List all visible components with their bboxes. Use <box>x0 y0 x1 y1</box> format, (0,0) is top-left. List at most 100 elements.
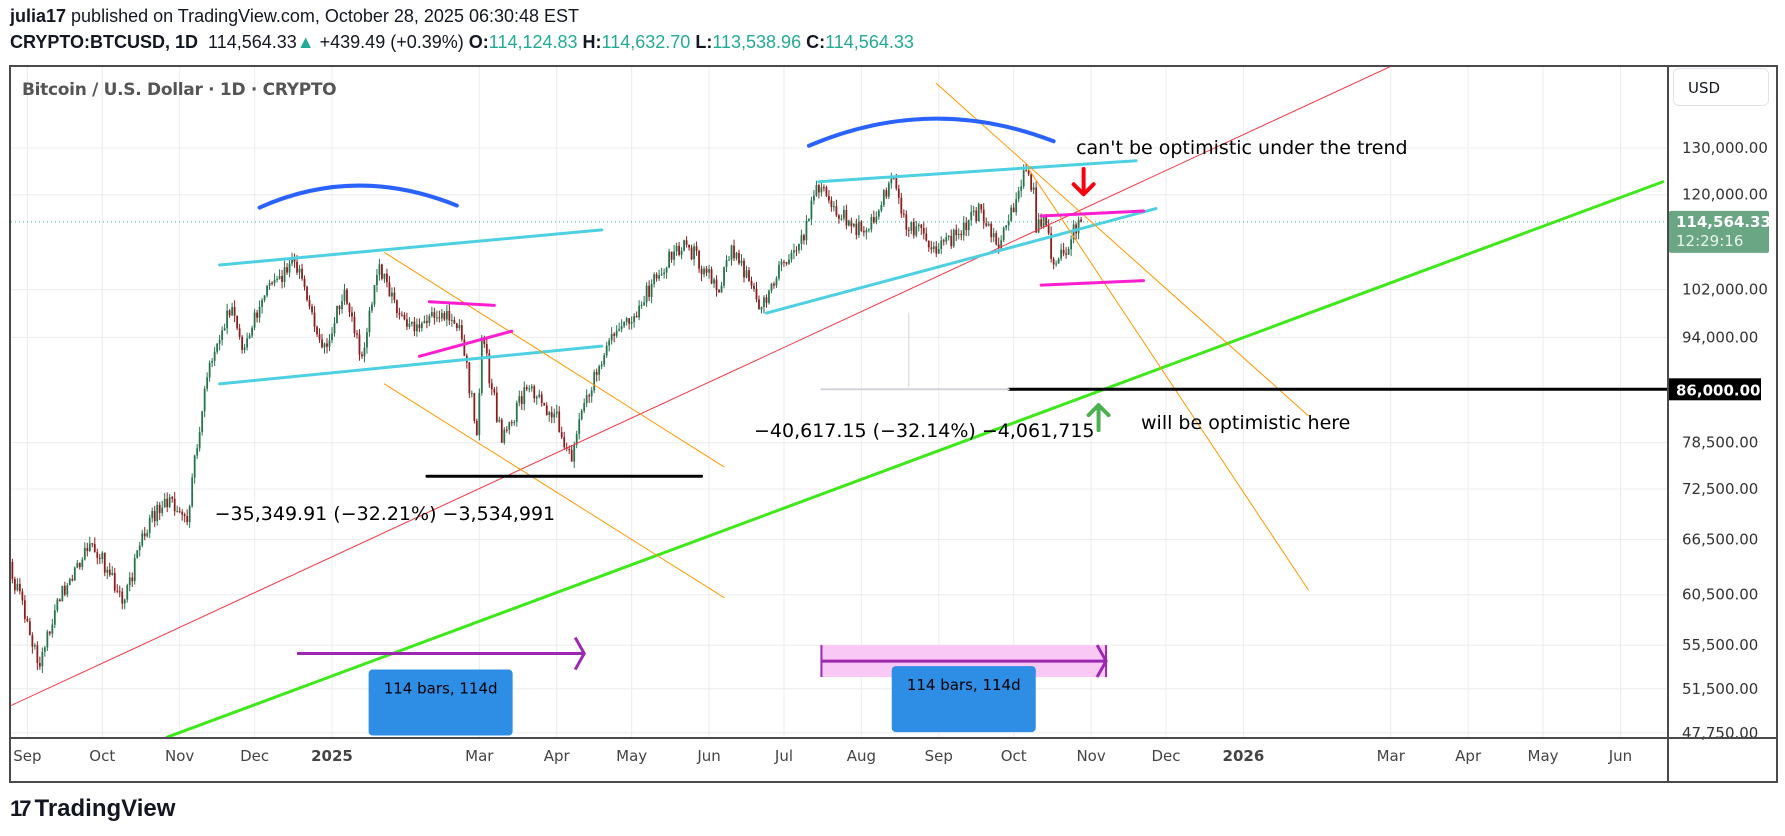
level-price-tag: 86,000.00 <box>1669 378 1761 401</box>
candle-body <box>698 250 700 269</box>
candle-body <box>643 302 646 306</box>
candle-body <box>453 320 456 324</box>
price-tick-label: 51,500.00 <box>1682 680 1758 698</box>
plot-area[interactable]: 114 bars, 114d 114 bars, 114d can't be opt… <box>9 66 1693 738</box>
magenta-right-top <box>1039 209 1146 218</box>
candle-body <box>361 354 363 357</box>
candle-body <box>902 213 905 215</box>
candle-body <box>768 290 770 303</box>
candle-body <box>213 351 216 361</box>
candle-body <box>705 268 708 273</box>
candle-body <box>763 297 765 308</box>
candle-body <box>406 319 408 327</box>
candle-body <box>1005 225 1008 228</box>
candle-body <box>346 289 348 304</box>
candle-body <box>123 599 126 604</box>
candle-body <box>820 187 823 193</box>
chart-legend: Bitcoin / U.S. Dollar · 1D · CRYPTO <box>22 80 337 100</box>
candle-body <box>1045 217 1048 226</box>
candle-body <box>828 195 830 201</box>
candle-body <box>458 325 461 329</box>
candle-body <box>306 286 308 301</box>
candle-body <box>503 429 506 443</box>
candle-body <box>558 411 561 433</box>
candle-body <box>960 233 963 236</box>
candle-body <box>1020 186 1023 191</box>
candle-body <box>840 218 843 220</box>
candle-body <box>278 276 281 279</box>
candle-body <box>425 321 428 323</box>
candle-body <box>273 279 276 284</box>
candle-body <box>143 533 146 537</box>
candle-body <box>675 245 678 252</box>
author-name[interactable]: julia17 <box>10 6 67 26</box>
candle-body <box>538 394 541 397</box>
candle-body <box>608 340 611 346</box>
currency-button[interactable]: USD <box>1673 68 1769 106</box>
candle-body <box>321 339 323 348</box>
candle-body <box>912 221 915 236</box>
red-trendline <box>11 67 1391 707</box>
candle-body <box>445 310 448 320</box>
time-tick-label: Apr <box>544 747 571 765</box>
candle-body <box>66 585 69 595</box>
candle-body <box>765 297 768 303</box>
candle-body <box>78 563 81 568</box>
candle-body <box>18 583 21 592</box>
magenta-right-bottom <box>1039 279 1146 287</box>
candle-body <box>28 621 31 636</box>
candle-body <box>615 330 618 336</box>
candle-body <box>111 572 114 575</box>
candle-body <box>388 282 391 297</box>
candle-body <box>708 269 710 273</box>
candle-body <box>398 313 401 315</box>
tradingview-logo[interactable]: 17 TradingView <box>10 795 175 823</box>
candle-body <box>108 569 111 575</box>
candle-body <box>525 387 528 390</box>
candle-body <box>478 393 481 436</box>
candle-body <box>186 516 189 523</box>
candle-body <box>176 511 179 513</box>
candle-body <box>967 220 970 231</box>
candle-body <box>338 305 341 310</box>
candle-body <box>106 569 109 573</box>
candle-body <box>775 278 778 286</box>
candle-body <box>555 411 558 414</box>
candle-body <box>71 578 74 581</box>
candle-body <box>683 240 685 251</box>
candle-body <box>198 431 201 449</box>
candle-body <box>393 292 396 301</box>
time-tick-label: 2025 <box>311 747 353 765</box>
candle-body <box>808 219 810 221</box>
candle-body <box>635 316 638 318</box>
candle-body <box>745 270 748 278</box>
candle-body <box>188 506 191 523</box>
candle-body <box>166 498 169 508</box>
time-tick-label: 2026 <box>1223 747 1265 765</box>
candle-body <box>693 246 695 260</box>
candle-body <box>965 222 968 231</box>
candle-body <box>670 251 673 260</box>
candle-body <box>191 477 194 507</box>
candle-body <box>987 223 990 226</box>
candle-body <box>236 315 239 329</box>
candle-body <box>957 233 960 236</box>
blue-arc-left <box>257 183 459 210</box>
candle-body <box>493 389 496 393</box>
candle-body <box>328 340 331 347</box>
candle-body <box>753 285 755 289</box>
candle-body <box>880 205 883 211</box>
annotation-bullish: will be optimistic here <box>1141 412 1350 434</box>
candle-body <box>603 355 606 365</box>
time-tick-label: Jun <box>696 747 720 765</box>
candle-body <box>316 326 318 335</box>
candle-body <box>428 315 431 323</box>
candle-body <box>1080 219 1082 222</box>
candle-body <box>815 185 818 196</box>
candle-body <box>778 264 780 279</box>
candle-body <box>505 429 508 431</box>
candle-body <box>793 250 795 253</box>
candle-body <box>333 323 336 334</box>
